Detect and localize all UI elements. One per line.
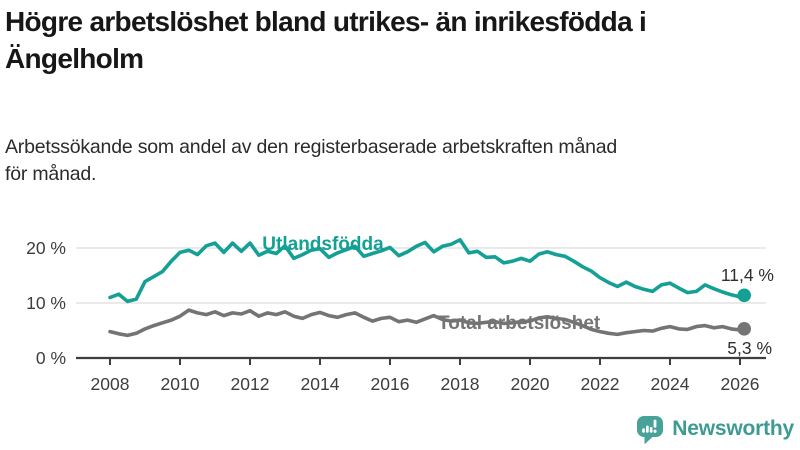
page-title: Högre arbetslöshet bland utrikes- än inr… <box>5 6 647 74</box>
x-tick-label: 2026 <box>721 374 760 394</box>
newsworthy-logo-icon <box>637 415 664 444</box>
x-tick-label: 2010 <box>161 374 200 394</box>
x-tick-label: 2024 <box>651 374 690 394</box>
series-end-value-utlandsfodda: 11,4 % <box>721 265 774 285</box>
x-tick-label: 2020 <box>511 374 550 394</box>
x-tick-label: 2022 <box>581 374 620 394</box>
y-tick-label: 10 % <box>26 293 66 313</box>
series-line-total-arbetsloshet <box>108 308 746 338</box>
series-end-dot-total-arbetsloshet <box>737 322 751 336</box>
brand-name: Newsworthy <box>672 417 794 440</box>
series-label-utlandsfodda: Utlandsfödda <box>262 234 384 255</box>
chart-subtitle: Arbetssökande som andel av den registerb… <box>5 136 618 186</box>
x-tick-label: 2012 <box>231 374 270 394</box>
series-label-total-arbetsloshet: Total arbetslöshet <box>438 313 601 334</box>
y-tick-label: 20 % <box>26 238 66 258</box>
x-tick-label: 2018 <box>441 374 480 394</box>
x-tick-label: 2014 <box>301 374 340 394</box>
y-tick-label: 0 % <box>36 348 66 368</box>
series-line-utlandsfodda <box>108 238 746 304</box>
x-tick-label: 2016 <box>371 374 410 394</box>
series-end-value-total-arbetsloshet: 5,3 % <box>727 338 772 358</box>
x-tick-label: 2008 <box>91 374 130 394</box>
brand-footer: Newsworthy <box>635 413 794 445</box>
series-end-dot-utlandsfodda <box>737 288 751 303</box>
